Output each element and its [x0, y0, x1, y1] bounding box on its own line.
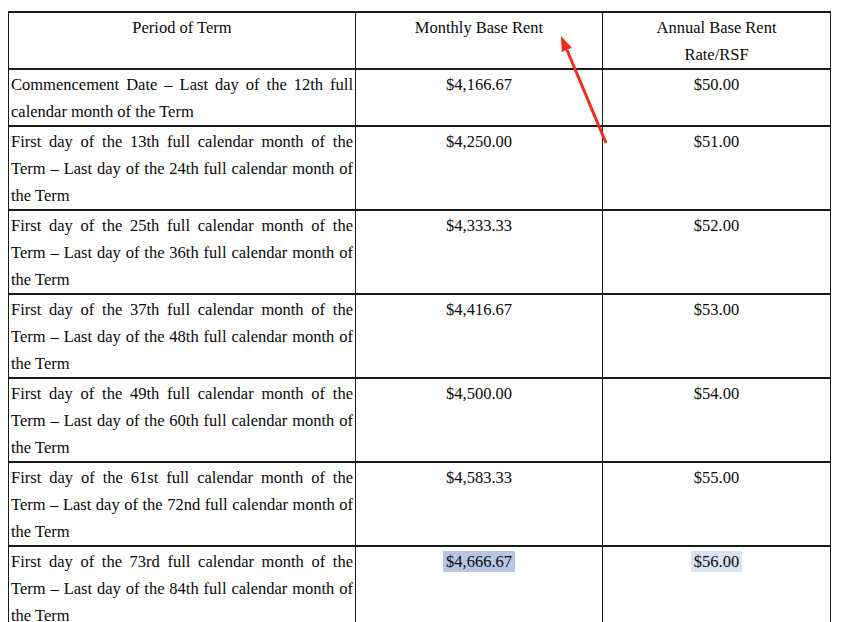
- header-annual-label-line2: Rate/RSF: [605, 41, 828, 68]
- monthly-rent-cell: $4,500.00: [356, 378, 603, 462]
- annual-rate-cell: $50.00: [603, 69, 831, 126]
- period-text: First day of the 61st full calendar mont…: [11, 468, 353, 541]
- annual-rate-value: $51.00: [694, 132, 739, 151]
- header-period-of-term: Period of Term: [9, 12, 356, 69]
- table-row: First day of the 61st full calendar mont…: [9, 462, 831, 546]
- annual-rate-cell: $53.00: [603, 294, 831, 378]
- monthly-rent-value: $4,333.33: [446, 216, 512, 235]
- header-period-label: Period of Term: [132, 18, 231, 37]
- highlighted-annual-rate-value[interactable]: $56.00: [691, 551, 742, 572]
- period-text: Commencement Date – Last day of the 12th…: [11, 75, 353, 121]
- monthly-rent-cell: $4,333.33: [356, 210, 603, 294]
- period-cell: Commencement Date – Last day of the 12th…: [9, 69, 356, 126]
- monthly-rent-cell: $4,166.67: [356, 69, 603, 126]
- base-rent-schedule-table: Period of Term Monthly Base Rent Annual …: [8, 11, 831, 622]
- period-text: First day of the 37th full calendar mont…: [11, 300, 353, 373]
- period-cell: First day of the 49th full calendar mont…: [9, 378, 356, 462]
- table-row: First day of the 73rd full calendar mont…: [9, 546, 831, 622]
- period-cell: First day of the 73rd full calendar mont…: [9, 546, 356, 622]
- monthly-rent-cell: $4,666.67: [356, 546, 603, 622]
- annual-rate-value: $54.00: [694, 384, 739, 403]
- monthly-rent-value: $4,250.00: [446, 132, 512, 151]
- period-cell: First day of the 61st full calendar mont…: [9, 462, 356, 546]
- header-annual-base-rent: Annual Base Rent Rate/RSF: [603, 12, 831, 69]
- period-text: First day of the 73rd full calendar mont…: [11, 552, 353, 622]
- period-cell: First day of the 13th full calendar mont…: [9, 126, 356, 210]
- table-row: First day of the 25th full calendar mont…: [9, 210, 831, 294]
- annual-rate-cell: $56.00: [603, 546, 831, 622]
- table-row: Commencement Date – Last day of the 12th…: [9, 69, 831, 126]
- header-monthly-base-rent: Monthly Base Rent: [356, 12, 603, 69]
- period-cell: First day of the 37th full calendar mont…: [9, 294, 356, 378]
- header-monthly-label: Monthly Base Rent: [415, 18, 543, 37]
- annual-rate-value: $50.00: [694, 75, 739, 94]
- highlighted-monthly-rent-value[interactable]: $4,666.67: [443, 551, 515, 572]
- annual-rate-cell: $52.00: [603, 210, 831, 294]
- period-cell: First day of the 25th full calendar mont…: [9, 210, 356, 294]
- monthly-rent-value: $4,500.00: [446, 384, 512, 403]
- monthly-rent-cell: $4,583.33: [356, 462, 603, 546]
- annual-rate-value: $55.00: [694, 468, 739, 487]
- table-row: First day of the 13th full calendar mont…: [9, 126, 831, 210]
- table-row: First day of the 37th full calendar mont…: [9, 294, 831, 378]
- document-page: Period of Term Monthly Base Rent Annual …: [0, 0, 842, 622]
- monthly-rent-cell: $4,250.00: [356, 126, 603, 210]
- period-text: First day of the 25th full calendar mont…: [11, 216, 353, 289]
- annual-rate-cell: $55.00: [603, 462, 831, 546]
- annual-rate-cell: $51.00: [603, 126, 831, 210]
- annual-rate-cell: $54.00: [603, 378, 831, 462]
- table-header-row: Period of Term Monthly Base Rent Annual …: [9, 12, 831, 69]
- header-annual-label-line1: Annual Base Rent: [605, 14, 828, 41]
- monthly-rent-value: $4,583.33: [446, 468, 512, 487]
- monthly-rent-value: $4,416.67: [446, 300, 512, 319]
- table-row: First day of the 49th full calendar mont…: [9, 378, 831, 462]
- period-text: First day of the 13th full calendar mont…: [11, 132, 353, 205]
- annual-rate-value: $53.00: [694, 300, 739, 319]
- period-text: First day of the 49th full calendar mont…: [11, 384, 353, 457]
- monthly-rent-value: $4,166.67: [446, 75, 512, 94]
- annual-rate-value: $52.00: [694, 216, 739, 235]
- monthly-rent-cell: $4,416.67: [356, 294, 603, 378]
